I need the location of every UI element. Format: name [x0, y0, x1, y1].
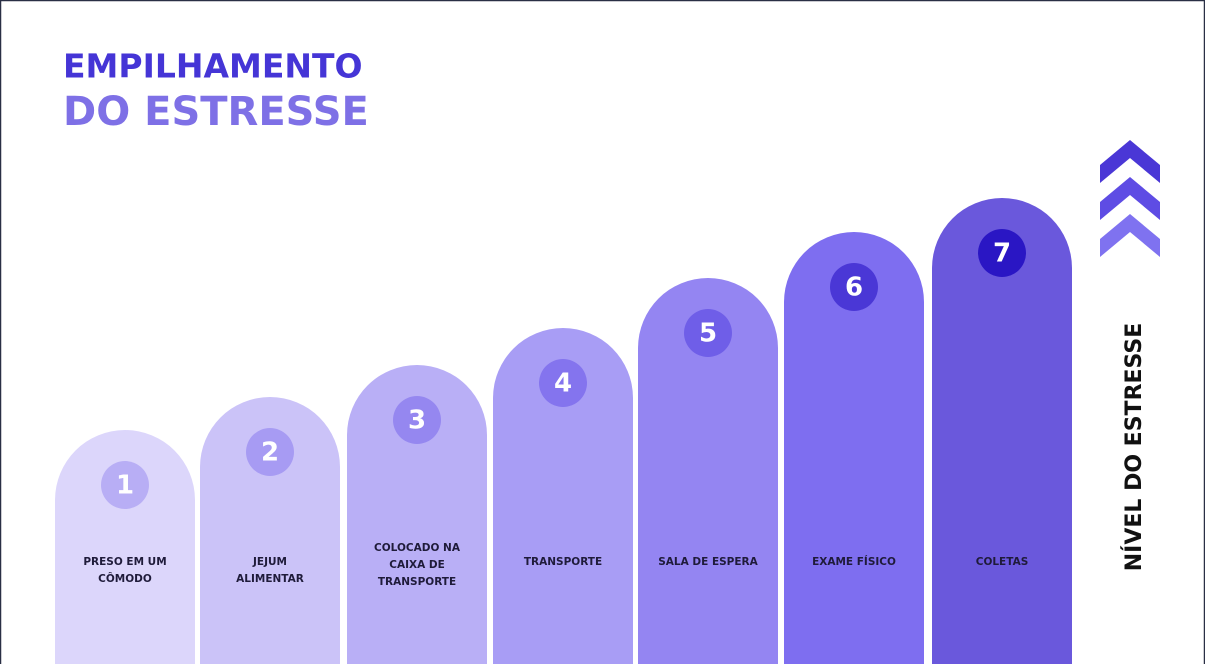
step-label: CAIXA DE — [389, 559, 445, 571]
step-number: 7 — [993, 239, 1011, 269]
step-bar — [784, 232, 924, 664]
step-badge — [830, 263, 878, 311]
step-badge — [539, 359, 587, 407]
side-label: NÍVEL DO ESTRESSE — [1121, 323, 1147, 572]
step-label: SALA DE ESPERA — [658, 556, 758, 568]
step-label: EXAME FÍSICO — [812, 555, 896, 568]
step-badge — [101, 461, 149, 509]
chevron — [1100, 177, 1160, 220]
step-badge — [246, 428, 294, 476]
step-bar — [493, 328, 633, 664]
chevron — [1100, 214, 1160, 257]
title-line2: DO ESTRESSE — [63, 89, 369, 135]
step-bar — [55, 430, 195, 664]
step-number: 5 — [699, 319, 717, 349]
step-badge — [393, 396, 441, 444]
step-label: TRANSPORTE — [524, 556, 602, 568]
title-line1: EMPILHAMENTO — [63, 47, 363, 86]
step-number: 2 — [261, 438, 279, 468]
chevron — [1100, 140, 1160, 183]
step-label: CÔMODO — [98, 572, 152, 585]
step-label: PRESO EM UM — [83, 556, 166, 568]
step-bar — [200, 397, 340, 664]
step-bar — [932, 198, 1072, 664]
step-label: COLOCADO NA — [374, 542, 461, 554]
step-bar — [347, 365, 487, 664]
step-number: 4 — [554, 369, 572, 399]
step-badge — [978, 229, 1026, 277]
step-label: COLETAS — [976, 556, 1029, 568]
step-badge — [684, 309, 732, 357]
chevrons — [1100, 140, 1160, 257]
step-bar — [638, 278, 778, 664]
step-label: ALIMENTAR — [236, 573, 304, 585]
step-label: JEJUM — [252, 556, 287, 568]
step-number: 1 — [116, 471, 134, 501]
step-label: TRANSPORTE — [378, 576, 456, 588]
steps: 1 PRESO EM UM CÔMODO 2 JEJUM ALIMENTAR 3 COLOCA… — [55, 198, 1072, 664]
step-number: 3 — [408, 406, 426, 436]
step-number: 6 — [845, 273, 863, 303]
